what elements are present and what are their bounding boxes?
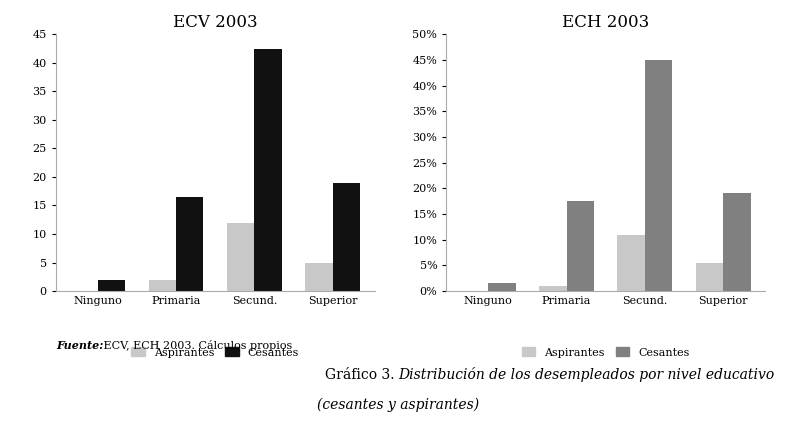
Bar: [332, 183, 360, 291]
Bar: [618, 235, 645, 291]
Bar: [539, 286, 567, 291]
Text: (cesantes y aspirantes): (cesantes y aspirantes): [317, 397, 480, 412]
Bar: [696, 263, 723, 291]
Bar: [148, 279, 176, 291]
Title: ECH 2003: ECH 2003: [562, 14, 650, 31]
Bar: [489, 283, 516, 291]
Text: Gráfico 3.: Gráfico 3.: [324, 368, 398, 382]
Bar: [645, 60, 673, 291]
Legend: Aspirantes, Cesantes: Aspirantes, Cesantes: [517, 343, 694, 362]
Bar: [176, 197, 203, 291]
Bar: [723, 193, 751, 291]
Bar: [98, 279, 125, 291]
Text: Fuente:: Fuente:: [56, 340, 103, 351]
Bar: [567, 201, 594, 291]
Bar: [305, 262, 332, 291]
Bar: [227, 223, 254, 291]
Text: ECV, ECH 2003. Cálculos propios: ECV, ECH 2003. Cálculos propios: [100, 340, 292, 351]
Title: ECV 2003: ECV 2003: [173, 14, 257, 31]
Text: Distribución de los desempleados por nivel educativo: Distribución de los desempleados por niv…: [398, 367, 775, 382]
Legend: Aspirantes, Cesantes: Aspirantes, Cesantes: [127, 343, 304, 362]
Bar: [254, 48, 282, 291]
